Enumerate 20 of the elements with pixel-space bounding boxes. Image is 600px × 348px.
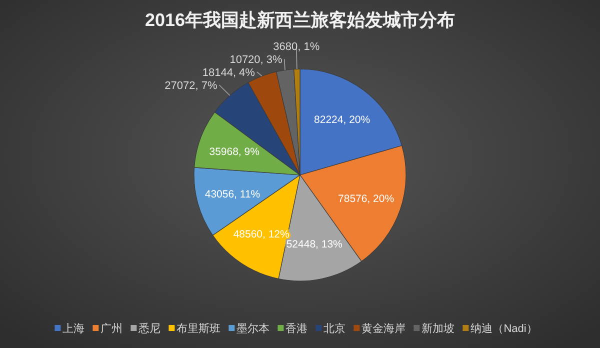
legend-label: 上海 bbox=[62, 322, 85, 335]
data-label: 3680, 1% bbox=[273, 40, 320, 53]
legend-label: 纳迪（Nadi） bbox=[470, 322, 538, 335]
data-label: 10720, 3% bbox=[230, 54, 283, 66]
chart-title: 2016年我国赴新西兰旅客始发城市分布 bbox=[144, 10, 456, 30]
legend-label: 北京 bbox=[324, 322, 346, 335]
legend-label: 香港 bbox=[286, 322, 308, 335]
data-label: 35968, 9% bbox=[209, 146, 260, 158]
legend-label: 悉尼 bbox=[138, 322, 161, 335]
data-label: 43056, 11% bbox=[204, 188, 260, 200]
data-label: 82224, 20% bbox=[314, 114, 370, 126]
legend-label: 墨尔本 bbox=[236, 322, 270, 335]
legend-label: 新加坡 bbox=[422, 322, 455, 335]
legend-label: 布里斯班 bbox=[176, 322, 221, 335]
legend-label: 广州 bbox=[100, 322, 123, 335]
legend-label: 黄金海岸 bbox=[362, 322, 406, 335]
data-label: 78576, 20% bbox=[338, 193, 394, 206]
data-label: 18144, 4% bbox=[202, 66, 256, 79]
data-label: 27072, 7% bbox=[164, 80, 218, 92]
data-label: 52448, 13% bbox=[286, 238, 342, 250]
